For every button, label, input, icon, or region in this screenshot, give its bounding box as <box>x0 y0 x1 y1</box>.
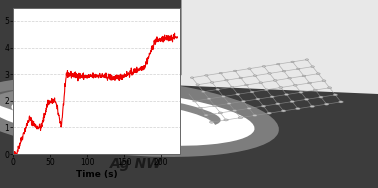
Ellipse shape <box>250 91 254 93</box>
Ellipse shape <box>207 98 211 100</box>
Ellipse shape <box>219 72 222 74</box>
Ellipse shape <box>290 101 294 103</box>
Ellipse shape <box>282 70 286 72</box>
Ellipse shape <box>324 103 329 105</box>
Ellipse shape <box>259 82 263 84</box>
Ellipse shape <box>276 63 280 65</box>
Ellipse shape <box>241 100 246 102</box>
Ellipse shape <box>0 76 279 157</box>
Ellipse shape <box>319 96 323 98</box>
Ellipse shape <box>339 101 343 103</box>
Ellipse shape <box>276 103 280 105</box>
Ellipse shape <box>310 105 314 107</box>
Ellipse shape <box>247 107 251 109</box>
Ellipse shape <box>205 75 208 76</box>
Ellipse shape <box>333 94 338 96</box>
Ellipse shape <box>209 121 214 123</box>
Ellipse shape <box>256 98 260 100</box>
Ellipse shape <box>210 82 214 83</box>
Ellipse shape <box>299 91 303 93</box>
Ellipse shape <box>305 59 309 60</box>
Ellipse shape <box>302 75 306 77</box>
Polygon shape <box>0 0 181 85</box>
Ellipse shape <box>268 73 271 74</box>
Ellipse shape <box>304 98 309 100</box>
Ellipse shape <box>291 61 294 63</box>
Ellipse shape <box>284 94 289 96</box>
Ellipse shape <box>224 119 228 121</box>
Ellipse shape <box>196 84 200 86</box>
Ellipse shape <box>201 91 205 93</box>
Ellipse shape <box>0 89 221 130</box>
Ellipse shape <box>193 100 197 102</box>
Ellipse shape <box>273 80 277 81</box>
Polygon shape <box>159 0 378 94</box>
Ellipse shape <box>267 112 271 114</box>
Ellipse shape <box>191 77 194 78</box>
Ellipse shape <box>0 87 254 146</box>
Ellipse shape <box>245 84 248 86</box>
Ellipse shape <box>248 68 251 69</box>
Ellipse shape <box>222 96 225 97</box>
Ellipse shape <box>296 68 300 70</box>
Ellipse shape <box>232 110 237 112</box>
Ellipse shape <box>279 87 283 88</box>
Ellipse shape <box>293 84 297 86</box>
Ellipse shape <box>261 105 266 107</box>
Ellipse shape <box>236 93 240 95</box>
Ellipse shape <box>218 112 223 114</box>
Ellipse shape <box>308 82 311 84</box>
Ellipse shape <box>225 79 228 81</box>
Ellipse shape <box>288 77 291 79</box>
Ellipse shape <box>11 97 215 136</box>
Polygon shape <box>0 71 378 188</box>
Ellipse shape <box>270 96 274 98</box>
Text: Ag NW: Ag NW <box>110 157 162 171</box>
Ellipse shape <box>234 70 237 72</box>
Ellipse shape <box>253 114 257 116</box>
Ellipse shape <box>227 103 231 105</box>
Ellipse shape <box>204 114 208 116</box>
Ellipse shape <box>253 75 257 77</box>
Ellipse shape <box>262 66 266 67</box>
Ellipse shape <box>239 77 243 79</box>
X-axis label: Time (s): Time (s) <box>76 170 117 179</box>
Ellipse shape <box>212 105 217 107</box>
Ellipse shape <box>313 89 318 91</box>
Ellipse shape <box>21 107 206 134</box>
Ellipse shape <box>296 108 300 110</box>
Ellipse shape <box>198 107 203 109</box>
Ellipse shape <box>316 73 320 75</box>
Ellipse shape <box>230 86 234 88</box>
Ellipse shape <box>216 89 220 90</box>
Ellipse shape <box>322 80 326 82</box>
Ellipse shape <box>311 66 314 67</box>
Ellipse shape <box>238 117 243 119</box>
Ellipse shape <box>327 87 332 89</box>
Y-axis label: G/G₀: G/G₀ <box>0 70 2 91</box>
Ellipse shape <box>281 110 286 112</box>
Ellipse shape <box>265 89 268 91</box>
